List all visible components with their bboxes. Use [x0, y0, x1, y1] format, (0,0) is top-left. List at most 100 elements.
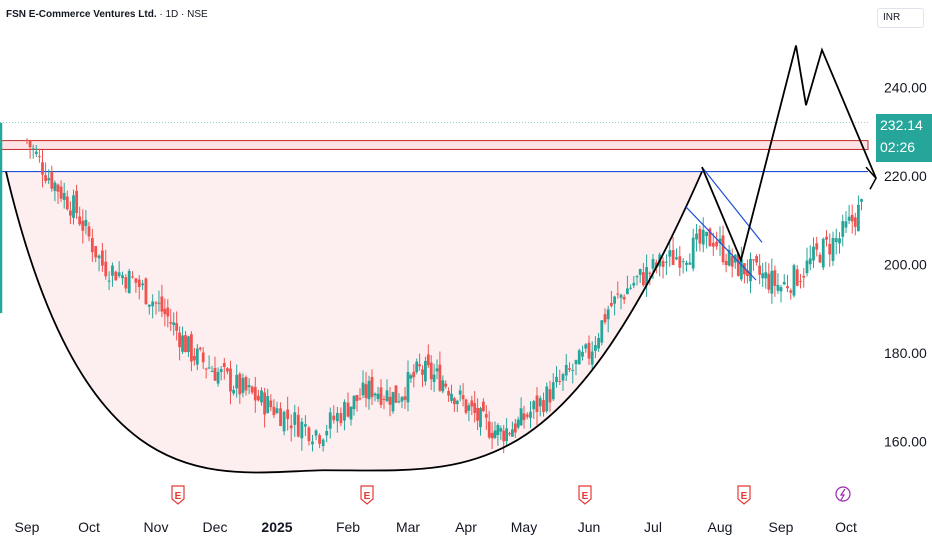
candle	[187, 335, 190, 358]
candle	[107, 271, 111, 291]
currency-button[interactable]: INR	[877, 8, 924, 28]
candle-body	[808, 258, 812, 265]
candle	[318, 433, 321, 449]
candle-body	[78, 216, 82, 225]
candle-body	[207, 367, 211, 369]
candle-body	[358, 398, 362, 400]
candle-body	[84, 219, 88, 226]
candle	[367, 375, 371, 410]
candle	[151, 294, 155, 319]
candle	[415, 358, 419, 375]
candle-body	[269, 400, 273, 408]
candle	[584, 343, 588, 353]
candle	[708, 227, 712, 247]
candle-body	[825, 236, 828, 240]
candle	[394, 385, 398, 404]
candle-body	[812, 246, 815, 261]
candle	[424, 356, 427, 386]
candle-body	[629, 287, 632, 289]
candle	[516, 416, 520, 430]
candle	[782, 274, 786, 286]
x-tick-label: Sep	[769, 519, 794, 535]
candle-body	[412, 371, 416, 378]
candle	[263, 387, 266, 428]
candle-body	[773, 270, 777, 286]
candle	[730, 248, 734, 278]
candle-body	[90, 237, 94, 253]
cup-shading	[6, 171, 702, 473]
candle-body	[648, 272, 652, 274]
candle-body	[335, 412, 339, 422]
candle-body	[44, 175, 47, 182]
candle-body	[325, 430, 329, 436]
candle	[616, 281, 620, 299]
earnings-marker[interactable]: E	[360, 485, 374, 505]
candle-body	[47, 178, 51, 181]
candle-body	[364, 384, 368, 399]
candle-body	[587, 342, 591, 359]
candle-body	[496, 424, 500, 435]
candle	[860, 198, 863, 211]
candle	[532, 399, 536, 419]
candle	[289, 414, 293, 442]
candle	[770, 258, 774, 304]
candle-body	[638, 268, 642, 275]
candle-body	[464, 399, 468, 413]
candle	[597, 332, 600, 352]
candle	[581, 345, 584, 361]
candle-body	[538, 398, 542, 407]
earnings-marker[interactable]: E	[171, 485, 185, 505]
candle-body	[574, 360, 578, 365]
earnings-marker[interactable]: E	[578, 485, 592, 505]
candle-body	[409, 375, 413, 379]
candle	[361, 370, 365, 399]
candle	[247, 378, 251, 395]
candle	[678, 246, 682, 277]
candle-body	[260, 390, 263, 403]
candle-body	[516, 419, 520, 428]
candle	[44, 162, 47, 184]
candle-body	[379, 387, 383, 405]
candle-body	[117, 272, 121, 276]
candle-body	[190, 334, 193, 362]
dividend-marker[interactable]	[835, 486, 851, 502]
candle-body	[678, 256, 682, 268]
candle	[733, 253, 737, 269]
candle-body	[821, 238, 825, 268]
candle-body	[831, 237, 835, 261]
candle	[711, 232, 715, 256]
candle	[279, 402, 282, 427]
candle-body	[376, 393, 380, 400]
candle	[28, 139, 32, 159]
candle	[444, 380, 448, 389]
candle	[476, 398, 479, 431]
candle	[184, 330, 187, 353]
candle-body	[561, 374, 565, 381]
candle	[178, 326, 181, 361]
candle-body	[761, 273, 765, 279]
candle-body	[28, 140, 32, 148]
candle-body	[499, 428, 503, 432]
candle	[525, 412, 529, 420]
candle	[134, 278, 138, 293]
candle-body	[157, 302, 161, 304]
earnings-marker[interactable]: E	[737, 485, 751, 505]
candle-body	[597, 337, 600, 349]
candle-body	[613, 296, 616, 304]
candle-body	[192, 355, 196, 361]
candle-body	[279, 408, 282, 427]
candle-body	[724, 261, 728, 266]
candle	[352, 395, 356, 416]
candle-body	[388, 396, 392, 405]
candle	[461, 383, 465, 407]
candle-body	[577, 350, 581, 365]
candle-body	[241, 377, 245, 393]
candle-body	[201, 352, 205, 363]
candle	[321, 438, 325, 452]
symbol-header: FSN E-Commerce Ventures Ltd. · 1D · NSE	[6, 9, 208, 20]
x-tick-label: Mar	[396, 519, 420, 535]
candle	[606, 305, 610, 333]
candle	[453, 396, 456, 413]
candle	[487, 410, 491, 440]
